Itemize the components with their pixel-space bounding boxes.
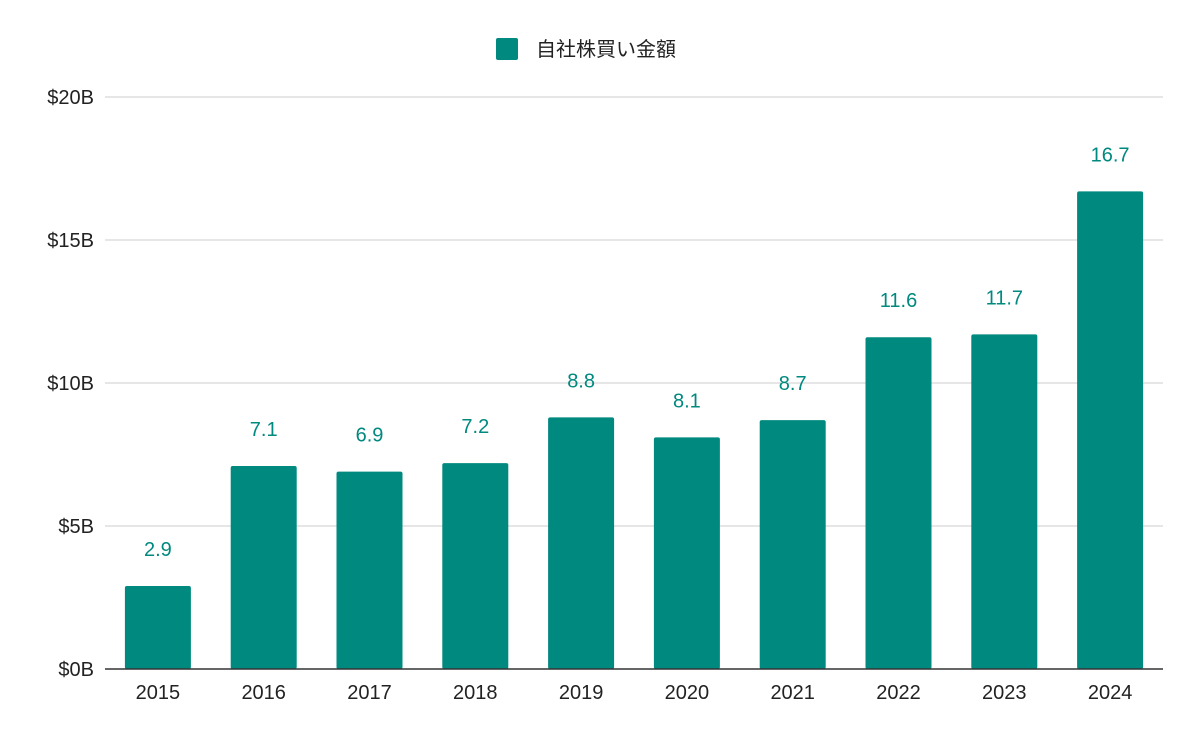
bar-data-label: 11.6	[880, 290, 917, 312]
y-tick-label: $10B	[47, 373, 94, 395]
x-tick-label: 2015	[136, 682, 181, 704]
y-tick-label: $0B	[58, 659, 94, 681]
bar-data-label: 11.7	[986, 287, 1023, 309]
bar	[336, 471, 403, 669]
bar	[971, 334, 1038, 669]
bar	[548, 417, 615, 669]
bar-data-label: 2.9	[144, 539, 172, 561]
legend-label: 自社株買い金額	[536, 37, 676, 61]
y-tick-label: $15B	[47, 230, 94, 252]
bars	[124, 191, 1144, 669]
bar	[1077, 191, 1144, 669]
x-tick-label: 2024	[1088, 682, 1133, 704]
bar-data-label: 7.2	[461, 416, 489, 438]
x-axis-ticks: 2015 2016 2017 2018 2019 2020 2021 2022 2023 2024	[136, 682, 1133, 704]
x-tick-label: 2020	[665, 682, 710, 704]
x-tick-label: 2021	[770, 682, 815, 704]
bar	[442, 463, 509, 669]
x-tick-label: 2022	[876, 682, 921, 704]
y-axis-ticks: $0B $5B $10B $15B $20B	[47, 87, 94, 681]
legend: 自社株買い金額	[496, 37, 676, 61]
bar	[124, 586, 191, 669]
x-tick-label: 2023	[982, 682, 1027, 704]
bar	[865, 337, 932, 669]
x-tick-label: 2017	[347, 682, 392, 704]
bar-data-label: 8.1	[673, 390, 701, 412]
bar-data-label: 7.1	[250, 419, 278, 441]
bar	[653, 437, 720, 669]
x-tick-label: 2016	[241, 682, 286, 704]
bar-data-label: 8.7	[779, 373, 807, 395]
y-tick-label: $5B	[58, 516, 94, 538]
x-tick-label: 2018	[453, 682, 498, 704]
data-labels: 2.9 7.1 6.9 7.2 8.8 8.1 8.7 11.6 11.7 16.7	[144, 144, 1130, 561]
x-tick-label: 2019	[559, 682, 604, 704]
bar-data-label: 6.9	[356, 425, 384, 447]
bar-data-label: 16.7	[1091, 144, 1130, 166]
y-tick-label: $20B	[47, 87, 94, 109]
bar-data-label: 8.8	[567, 370, 595, 392]
bar	[230, 465, 297, 669]
bar	[759, 420, 826, 669]
legend-swatch	[496, 38, 518, 60]
